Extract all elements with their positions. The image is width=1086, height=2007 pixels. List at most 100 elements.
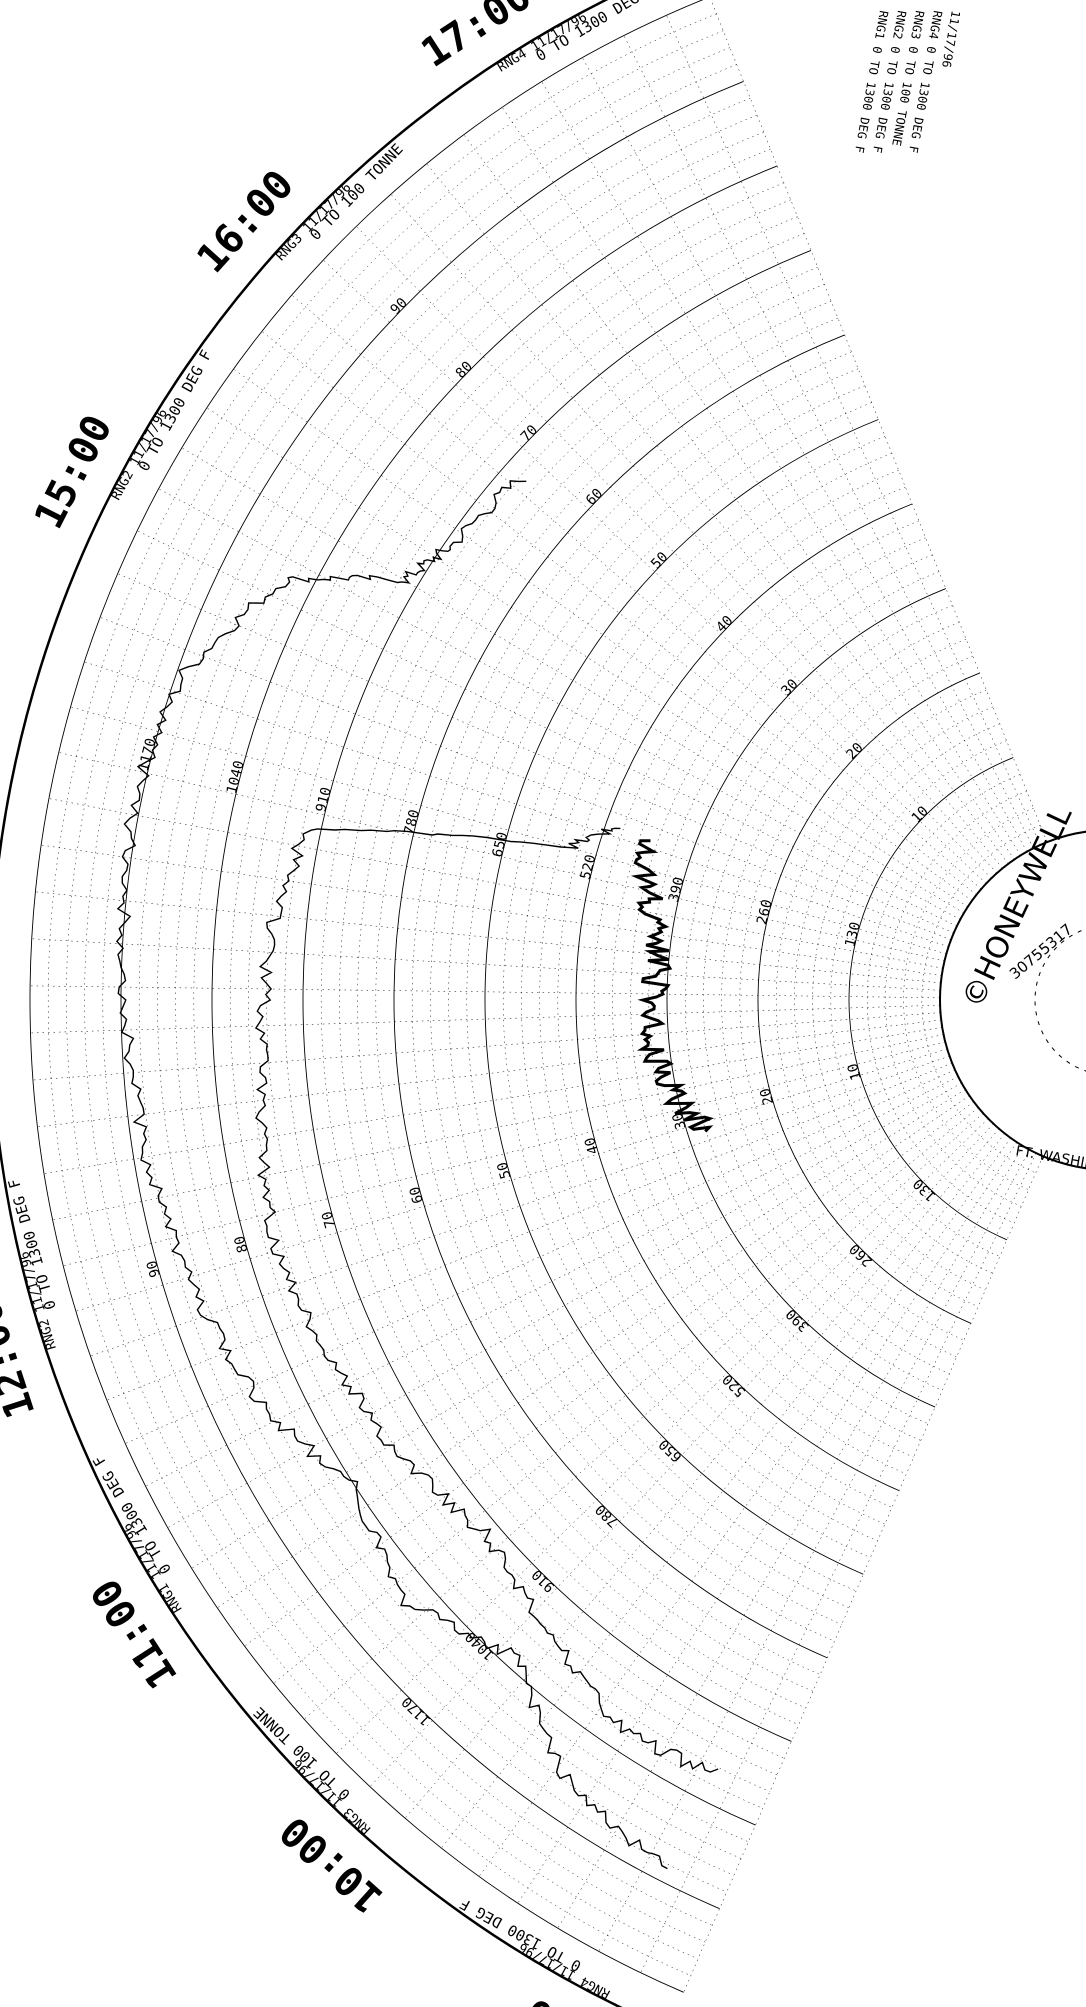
- radial-scale-label: 10: [845, 1061, 865, 1082]
- minute-line: [336, 1118, 989, 1754]
- grid-circle: [138, 98, 751, 1893]
- radial-scale-label: 1040: [224, 759, 248, 796]
- radial-scale-label: 60: [407, 1185, 427, 1206]
- minute-line: [426, 163, 1003, 869]
- radial-scale-label: 650: [656, 1436, 685, 1465]
- radial-scale-label: 390: [783, 1305, 812, 1334]
- chart-grid: [0, 0, 1048, 2007]
- range-code: RNG2 11/17/96: [109, 407, 171, 503]
- radial-scale-label: 70: [319, 1209, 339, 1230]
- hour-label: 10:00: [272, 1807, 392, 1922]
- radial-scale-label: 910: [313, 786, 335, 814]
- series-line-middle: [254, 827, 719, 1773]
- radial-scale-label: 20: [757, 1086, 777, 1107]
- grid-circle: [230, 182, 785, 1809]
- radial-scale-label: 260: [847, 1240, 876, 1269]
- radial-scale-label: 80: [453, 359, 476, 382]
- radial-scale-label: 390: [666, 875, 688, 903]
- grid-circle: [630, 554, 933, 1441]
- grid-circle: [430, 368, 859, 1625]
- grid-circle: [830, 740, 1007, 1257]
- minute-line: [35, 891, 941, 984]
- radial-scale-label: 30: [778, 676, 801, 699]
- radial-scale-label: 50: [648, 549, 671, 572]
- radial-scale-label: 30: [670, 1111, 690, 1132]
- grid-circle: [684, 605, 953, 1391]
- grid-circle: [357, 300, 832, 1692]
- radial-scale-label: 780: [593, 1501, 622, 1530]
- grid-circle: [84, 47, 731, 1943]
- grid-circle: [411, 351, 852, 1642]
- hour-label: 16:00: [188, 162, 303, 282]
- radial-scale-label: 40: [582, 1135, 602, 1156]
- grid-circle: [539, 469, 899, 1525]
- grid-circle: [211, 165, 778, 1826]
- radial-scale-label: 80: [232, 1234, 252, 1255]
- pen-traces: [115, 480, 719, 1870]
- grid-circle: [193, 148, 771, 1843]
- radial-scale-label: 260: [754, 898, 776, 926]
- grid-circle: [593, 520, 919, 1475]
- radial-scale-label: 130: [910, 1175, 939, 1204]
- grid-circle: [302, 250, 812, 1742]
- minute-line: [63, 1041, 946, 1267]
- series-line-outer: [115, 480, 668, 1870]
- radial-scale-label: 50: [495, 1160, 515, 1181]
- hour-label: 15:00: [26, 408, 122, 536]
- grid-circle: [248, 199, 791, 1792]
- radial-scale-label: 40: [713, 613, 736, 636]
- grid-circle: [175, 131, 764, 1859]
- minute-line: [291, 294, 982, 890]
- outer-rim: [0, 0, 623, 2007]
- radial-scale-label: 10: [909, 803, 932, 826]
- radial-scale-label: 910: [529, 1566, 558, 1595]
- grid-circle: [466, 402, 872, 1592]
- grid-circle: [921, 824, 1041, 1174]
- grid-circle: [903, 808, 1034, 1190]
- radial-scale-label: 60: [583, 486, 606, 509]
- radial-scale-label: 650: [490, 830, 512, 858]
- radial-scale-label: 780: [401, 808, 423, 836]
- grid-circle: [29, 0, 704, 1993]
- radial-scale-label: 520: [578, 853, 600, 881]
- minute-line: [623, 35, 1034, 849]
- radial-scale-label: 130: [842, 920, 864, 948]
- range-annotation: 0 TO 1300 DEG F: [89, 1452, 175, 1577]
- minute-line: [501, 107, 1015, 860]
- minute-line: [52, 1034, 944, 1221]
- grid-circle: [375, 317, 839, 1675]
- radial-scale-label: 1170: [136, 737, 160, 774]
- hour-label: 09:00: [518, 1988, 646, 2007]
- grid-circle: [666, 588, 947, 1408]
- grid-circle: [503, 436, 886, 1558]
- radial-scale-label: 90: [144, 1259, 164, 1280]
- range-annotation: 0 TO 100 TONNE: [250, 1703, 354, 1803]
- radial-scale-label: 90: [388, 295, 411, 318]
- radial-scale-label: 20: [844, 740, 867, 763]
- grid-circle: [521, 453, 892, 1542]
- grid-circle: [848, 757, 1014, 1241]
- radial-scale-label: 520: [720, 1371, 749, 1400]
- grid-circle: [157, 114, 758, 1876]
- minute-line: [304, 1113, 984, 1720]
- grid-circle: [120, 80, 744, 1910]
- grid-circle: [703, 622, 960, 1374]
- grid-circle: [575, 503, 913, 1492]
- hub-circle: [939, 830, 1086, 1170]
- range-annotation: 0 TO 100 TONNE: [306, 140, 406, 244]
- radial-scale-label: 1170: [399, 1693, 434, 1728]
- grid-circle: [284, 233, 805, 1759]
- grid-circle: [484, 419, 879, 1575]
- hour-label: 17:00: [414, 0, 540, 77]
- radial-scale-label: 70: [518, 422, 541, 445]
- grid-circle: [102, 64, 737, 1926]
- series-line-inner: [630, 839, 715, 1133]
- grid-circle: [739, 655, 973, 1341]
- grid-circle: [866, 774, 1021, 1224]
- grid-circle: [66, 30, 724, 1960]
- grid-circle: [648, 571, 940, 1424]
- grid-circle: [721, 639, 967, 1358]
